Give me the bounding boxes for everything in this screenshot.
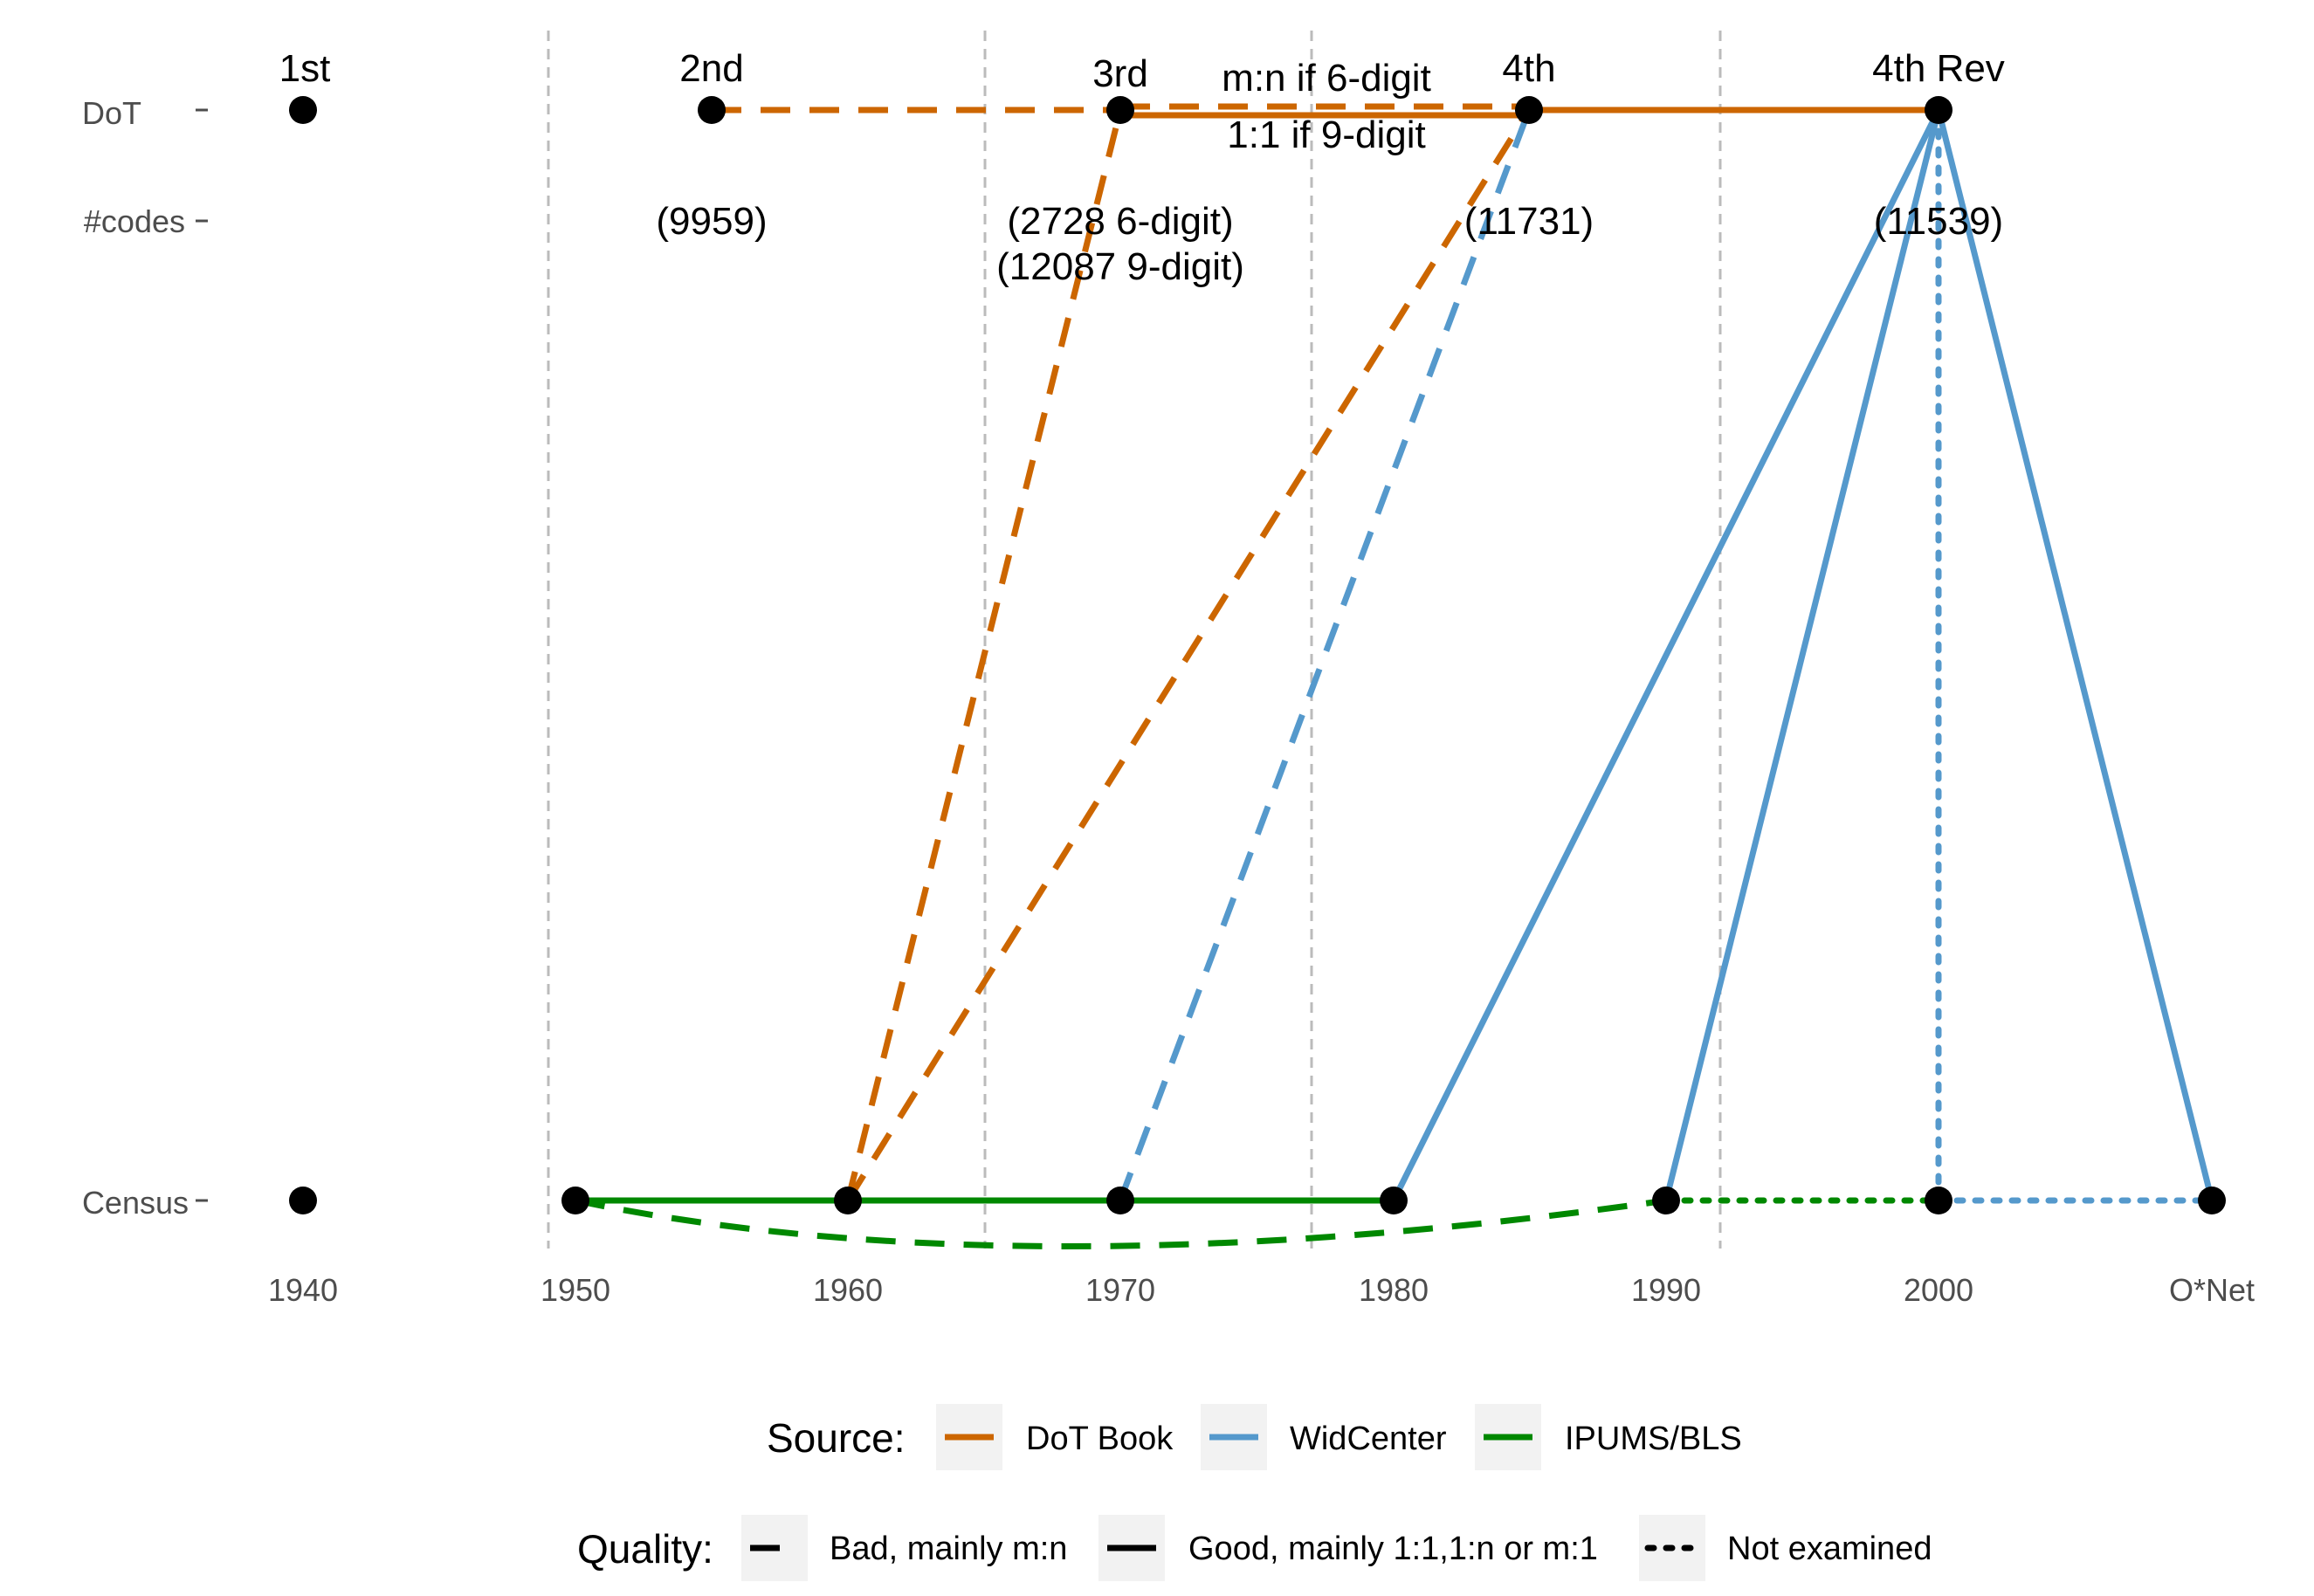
point-onet (2198, 1187, 2226, 1214)
edition-label-2nd: 2nd (679, 47, 743, 90)
x-tick-label: 1940 (268, 1272, 338, 1308)
annotation-line-2: 1:1 if 9-digit (1227, 114, 1425, 156)
legend-label-good: Good, mainly 1:1,1:n or m:1 (1188, 1531, 1598, 1567)
link-census1950-1990-curve (575, 1197, 1667, 1249)
edition-label-4th-rev: 4th Rev (1872, 47, 2005, 90)
x-tick-label: 1990 (1631, 1272, 1701, 1308)
point-census-1960 (834, 1187, 862, 1214)
mapping-annotation: m:n if 6-digit 1:1 if 9-digit (1222, 57, 1431, 156)
separator-lines (547, 31, 1722, 1249)
x-tick-label: O*Net (2169, 1272, 2255, 1308)
point-dot-2nd (698, 96, 726, 124)
edition-label-1st: 1st (279, 47, 331, 90)
x-axis: 1940 1950 1960 1970 1980 1990 2000 O*Net (268, 1272, 2255, 1308)
point-dot-1st (289, 96, 317, 124)
point-dot-4th-rev (1925, 96, 1952, 124)
point-census-1980 (1380, 1187, 1408, 1214)
code-count-4th: (11731) (1464, 200, 1594, 243)
point-census-1990 (1652, 1187, 1680, 1214)
legend-source: Source: DoT Book WidCenter IPUMS/BLS (767, 1404, 1742, 1470)
x-tick-label: 1960 (813, 1272, 883, 1308)
x-tick-label: 2000 (1904, 1272, 1973, 1308)
legend-source-title: Source: (767, 1415, 906, 1461)
row-label-dot: DoT (82, 95, 141, 131)
legend-quality: Quality: Bad, mainly m:n Good, mainly 1:… (577, 1515, 1932, 1581)
link-onet-dot4rev (1935, 109, 2215, 1201)
point-dot-4th (1515, 96, 1543, 124)
code-count-3rd-6digit: (2728 6-digit) (1007, 200, 1233, 243)
point-census-1970 (1106, 1187, 1134, 1214)
legend-quality-title: Quality: (577, 1526, 713, 1572)
legend-label-not-examined: Not examined (1727, 1531, 1932, 1567)
legend-label-dot-book: DoT Book (1026, 1421, 1174, 1457)
legend-label-bad: Bad, mainly m:n (830, 1531, 1067, 1567)
point-census-2000 (1925, 1187, 1952, 1214)
x-tick-label: 1950 (541, 1272, 610, 1308)
row-label-census: Census (82, 1185, 189, 1221)
row-label-codes: #codes (84, 203, 185, 239)
link-census1980-dot4rev (1390, 108, 1942, 1202)
code-count-4th-rev: (11539) (1874, 200, 2003, 243)
edition-labels: 1st 2nd 3rd 4th 4th Rev (279, 47, 2005, 95)
code-count-2nd: (9959) (656, 200, 767, 243)
link-census1990-dot4rev (1663, 109, 1942, 1201)
edition-label-3rd: 3rd (1092, 52, 1148, 95)
annotation-line-1: m:n if 6-digit (1222, 57, 1431, 100)
point-census-1950 (561, 1187, 589, 1214)
point-dot-3rd (1106, 96, 1134, 124)
point-census-1940 (289, 1187, 317, 1214)
link-census1960-dot4 (845, 108, 1532, 1202)
code-count-3rd-9digit: (12087 9-digit) (996, 245, 1244, 288)
x-tick-label: 1980 (1359, 1272, 1429, 1308)
code-counts: (9959) (2728 6-digit) (12087 9-digit) (1… (656, 200, 2003, 288)
link-census1960-dot3 (844, 109, 1124, 1201)
legend-label-widcenter: WidCenter (1290, 1421, 1447, 1457)
points (289, 96, 2226, 1214)
edition-label-4th: 4th (1502, 47, 1555, 90)
legend-label-ipums: IPUMS/BLS (1565, 1421, 1742, 1457)
connection-lines (575, 103, 2215, 1249)
row-labels: DoT #codes Census (82, 95, 208, 1221)
x-tick-label: 1970 (1085, 1272, 1155, 1308)
